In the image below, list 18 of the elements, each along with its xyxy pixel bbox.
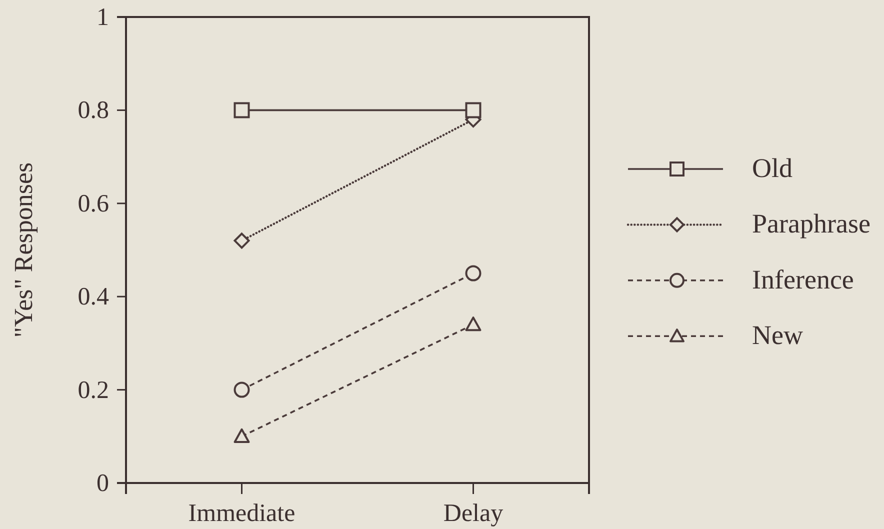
y-tick-label: 0.4 (78, 284, 110, 311)
x-tick-label: Delay (443, 500, 504, 527)
legend-label: New (752, 320, 804, 350)
point (234, 232, 250, 249)
y-tick-label: 0.2 (78, 376, 109, 404)
point (465, 102, 482, 118)
y-axis-title: "Yes" Responses (9, 162, 38, 338)
point (234, 102, 250, 118)
y-tick-label: 0.6 (78, 190, 109, 218)
y-tick-label: 0.8 (78, 97, 109, 124)
legend-label: Paraphrase (752, 208, 870, 239)
y-tick-label: 0 (96, 470, 109, 497)
point (465, 265, 482, 282)
legend-label: Inference (752, 264, 854, 294)
legend-label: Old (752, 153, 793, 183)
x-tick-label: Immediate (188, 500, 296, 527)
y-tick-label: 1 (96, 4, 109, 31)
point (234, 382, 250, 398)
